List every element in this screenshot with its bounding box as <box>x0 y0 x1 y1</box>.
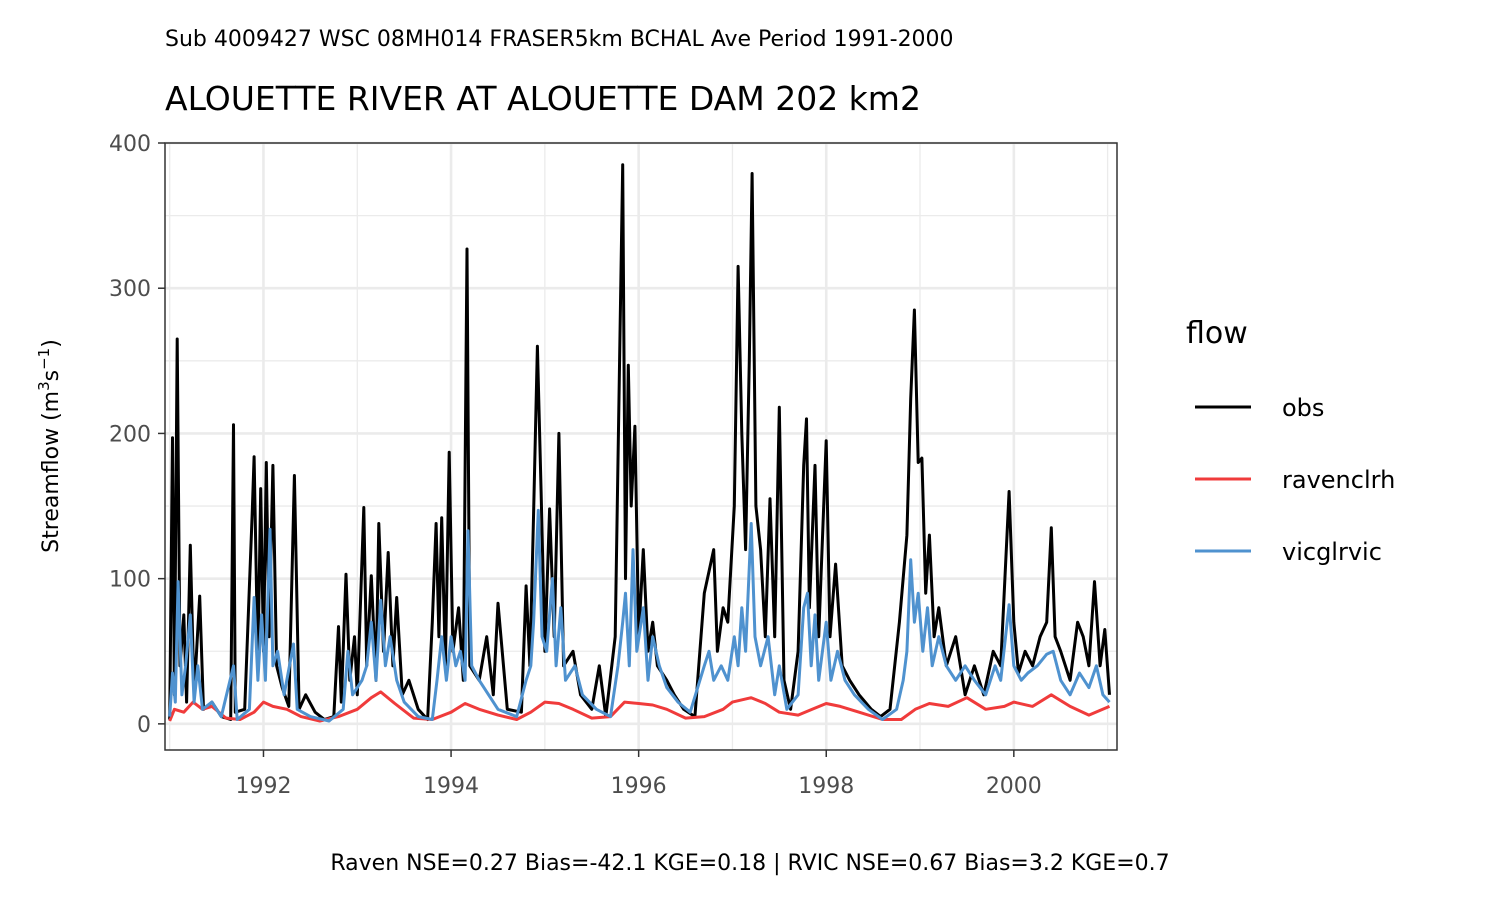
plot-panel-border <box>164 142 1118 751</box>
y-axis-title-close: ) <box>39 339 64 348</box>
x-tick-label: 1992 <box>235 774 291 799</box>
y-axis-title-sup-3: 3 <box>35 381 53 391</box>
x-tick-label: 1994 <box>423 774 479 799</box>
y-axis-title-sup-minus1: −1 <box>35 348 53 370</box>
y-tick-label: 200 <box>109 422 151 447</box>
x-tick-label: 2000 <box>986 774 1042 799</box>
y-axis: 0 100 200 300 400 <box>109 132 165 738</box>
chart-caption: Raven NSE=0.27 Bias=-42.1 KGE=0.18 | RVI… <box>330 851 1169 876</box>
y-tick-label: 400 <box>109 132 151 157</box>
y-tick-label: 300 <box>109 277 151 302</box>
y-axis-title-s: s <box>39 370 64 381</box>
series-line-vicglrvic <box>168 508 1111 723</box>
series-lines <box>168 163 1111 723</box>
minor-gridlines <box>165 143 1117 750</box>
x-axis: 1992 1994 1996 1998 2000 <box>235 750 1042 799</box>
legend-label-obs: obs <box>1282 394 1324 422</box>
x-tick-label: 1998 <box>798 774 854 799</box>
series-line-ravenclrh <box>168 690 1111 723</box>
chart-subtitle: Sub 4009427 WSC 08MH014 FRASER5km BCHAL … <box>165 27 954 52</box>
y-tick-label: 0 <box>137 713 151 738</box>
legend-label-ravenclrh: ravenclrh <box>1282 466 1395 494</box>
legend: flow obs ravenclrh vicglrvic <box>1186 316 1395 566</box>
series-line-obs <box>168 163 1111 721</box>
major-gridlines <box>165 141 1117 750</box>
y-tick-label: 100 <box>109 568 151 593</box>
chart-title: ALOUETTE RIVER AT ALOUETTE DAM 202 km2 <box>165 79 921 118</box>
legend-label-vicglrvic: vicglrvic <box>1282 538 1382 566</box>
y-axis-title-main: Streamflow (m <box>39 391 64 553</box>
legend-title: flow <box>1186 316 1248 351</box>
x-tick-label: 1996 <box>611 774 667 799</box>
y-axis-title: Streamflow (m3s−1) <box>35 339 64 553</box>
